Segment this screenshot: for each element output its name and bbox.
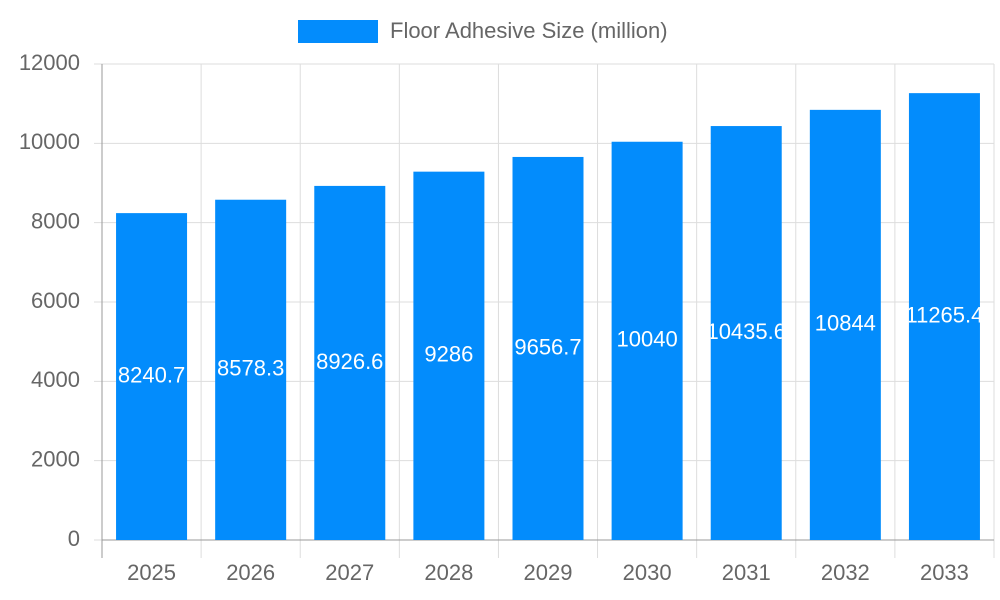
data-label: 10435.6: [706, 319, 786, 344]
bar: [413, 171, 485, 540]
y-tick-label: 8000: [31, 208, 80, 233]
bar: [710, 126, 782, 540]
bar: [512, 156, 584, 540]
y-tick-label: 10000: [19, 129, 80, 154]
data-label: 8578.3: [217, 356, 284, 381]
data-label: 11265.4: [905, 302, 983, 327]
y-tick-label: 6000: [31, 288, 80, 313]
data-label: 8240.7: [118, 362, 185, 387]
y-tick-label: 12000: [19, 50, 80, 75]
y-tick-label: 0: [68, 526, 80, 551]
data-label: 10040: [617, 327, 678, 352]
x-tick-label: 2029: [524, 560, 573, 585]
data-label: 8926.6: [316, 349, 383, 374]
x-tick-label: 2028: [424, 560, 473, 585]
bar: [116, 213, 188, 540]
bar: [809, 109, 881, 540]
y-tick-label: 4000: [31, 367, 80, 392]
x-tick-label: 2030: [623, 560, 672, 585]
x-tick-label: 2032: [821, 560, 870, 585]
bar: [611, 141, 683, 540]
bar: [215, 199, 287, 541]
x-tick-label: 2025: [127, 560, 176, 585]
data-label: 10844: [815, 311, 876, 336]
x-tick-label: 2031: [722, 560, 771, 585]
data-label: 9656.7: [514, 334, 581, 359]
data-label: 9286: [424, 342, 473, 367]
bar: [908, 93, 980, 540]
legend-label: Floor Adhesive Size (million): [390, 18, 668, 43]
x-tick-label: 2033: [920, 560, 969, 585]
y-tick-label: 2000: [31, 446, 80, 471]
legend-swatch: [298, 20, 378, 43]
x-tick-label: 2026: [226, 560, 275, 585]
bar: [314, 185, 386, 540]
x-tick-label: 2027: [325, 560, 374, 585]
